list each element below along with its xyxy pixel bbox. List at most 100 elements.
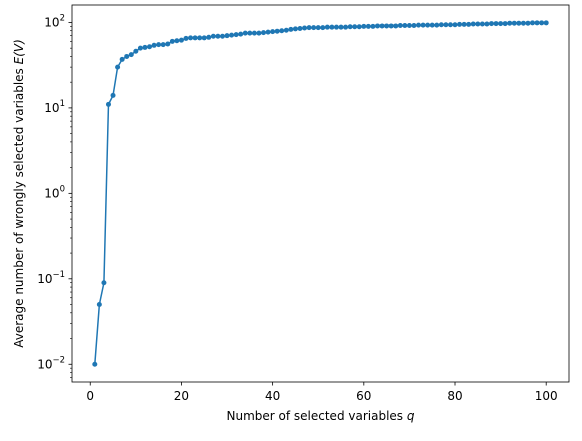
data-point [393,23,399,29]
data-point [215,33,221,39]
data-point [397,23,403,29]
data-point [361,23,367,29]
y-tick-label: 10−2 [37,355,65,371]
data-point [124,53,130,59]
data-point [429,22,435,28]
x-axis-label: Number of selected variables q [227,409,415,423]
data-point [488,21,494,27]
y-tick-label: 100 [44,184,65,200]
data-point [233,32,239,38]
series-layer [92,20,549,367]
data-point [320,25,326,31]
data-point [329,24,335,30]
data-point [530,20,536,26]
data-point [338,24,344,30]
data-point [466,21,472,27]
data-point [151,42,157,48]
data-point [447,22,453,28]
data-point [343,24,349,30]
data-point [333,24,339,30]
data-point [115,64,121,70]
data-point [511,20,517,26]
y-tick-label: 101 [44,99,65,115]
data-point [160,42,166,48]
data-point [105,101,111,107]
data-point [356,24,362,30]
data-point [101,280,107,286]
data-point [534,20,540,26]
data-point [142,44,148,50]
data-point [224,33,230,39]
data-point [110,92,116,98]
data-point [147,44,153,50]
data-point [201,35,207,41]
data-point [443,22,449,28]
data-point [265,29,271,35]
data-point [169,38,175,44]
data-point [406,23,412,29]
data-point [352,24,358,30]
data-point [192,35,198,41]
data-point [251,30,257,36]
data-point [420,22,426,28]
data-point [484,21,490,27]
data-point [452,22,458,28]
data-point [507,20,513,26]
data-point [92,361,98,367]
data-point [133,48,139,54]
data-point [183,35,189,41]
data-point [402,23,408,29]
data-point [520,20,526,26]
data-point [502,21,508,27]
y-tick-label: 10−1 [37,270,65,286]
x-tick-label: 40 [265,389,280,403]
data-point [247,30,253,36]
data-point [210,33,216,39]
data-point [379,23,385,29]
data-point [438,22,444,28]
data-point [525,20,531,26]
data-point [543,20,549,26]
data-point [279,28,285,34]
data-point [229,32,235,38]
data-point [411,23,417,29]
data-point [315,25,321,31]
data-point [434,22,440,28]
data-point [539,20,545,26]
data-point [306,25,312,31]
y-axis-label: Average number of wrongly selected varia… [12,39,26,348]
data-point [365,23,371,29]
x-tick-label: 100 [535,389,558,403]
data-point [288,26,294,32]
data-point [292,26,298,32]
data-point [238,31,244,37]
data-point [470,21,476,27]
data-point [425,22,431,28]
data-point [156,42,162,48]
data-point [479,21,485,27]
data-point [197,35,203,41]
data-point [475,21,481,27]
data-point [302,25,308,31]
data-point [261,30,267,36]
tick-layer: 0 20 40 60 80 100 10−2 10−1 100 101 102 [37,13,557,403]
data-point [283,27,289,33]
data-point [347,24,353,30]
data-point [311,25,317,31]
data-point [119,56,125,62]
data-point [370,23,376,29]
data-point [516,20,522,26]
x-tick-label: 60 [356,389,371,403]
data-point [188,35,194,41]
x-tick-label: 0 [86,389,94,403]
y-tick-label: 102 [44,13,65,29]
data-point [137,45,143,51]
data-point [297,25,303,31]
data-point [242,30,248,36]
data-point [178,37,184,43]
data-point [274,28,280,34]
data-point [96,302,102,308]
data-point [128,52,134,58]
